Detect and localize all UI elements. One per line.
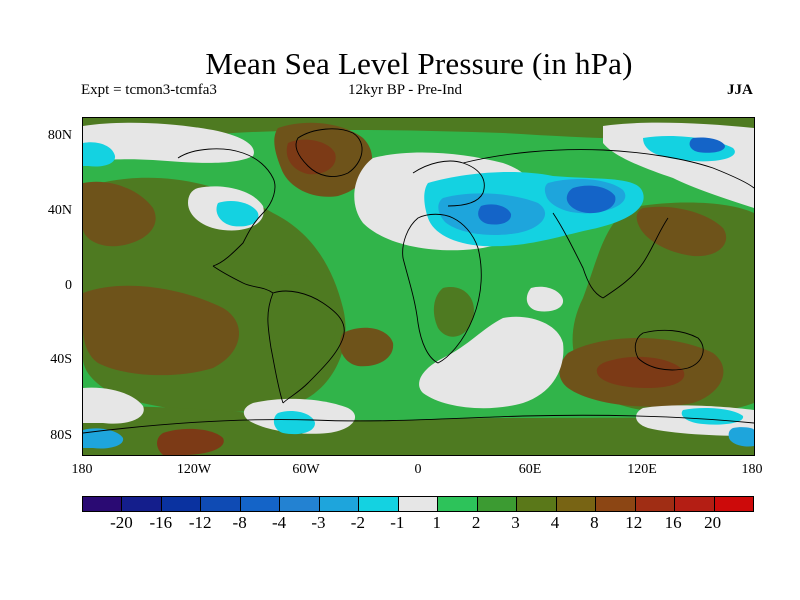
colorbar-swatch bbox=[596, 497, 636, 511]
colorbar-label: -12 bbox=[188, 513, 212, 532]
lon-tick-120w: 120W bbox=[176, 462, 212, 477]
lon-tick-60e: 60E bbox=[518, 462, 542, 477]
map-title: Mean Sea Level Pressure (in hPa) bbox=[205, 46, 633, 81]
colorbar-label: -8 bbox=[232, 513, 247, 532]
blue-regions bbox=[478, 137, 725, 225]
colorbar-swatch bbox=[477, 497, 518, 511]
lon-tick-60w: 60W bbox=[292, 462, 320, 477]
colorbar-label: 1 bbox=[432, 513, 441, 532]
colorbar-swatch bbox=[438, 497, 478, 511]
colorbar-label: -1 bbox=[390, 513, 405, 532]
darkbrown-regions bbox=[157, 139, 685, 455]
colorbar-label: -3 bbox=[311, 513, 326, 532]
colorbar-label: -16 bbox=[149, 513, 173, 532]
colorbar-swatch bbox=[556, 497, 597, 511]
experiment-label: Expt = tcmon3-tcmfa3 bbox=[81, 82, 217, 98]
colorbar-label: -20 bbox=[110, 513, 133, 532]
lon-tick-180e: 180 bbox=[741, 462, 763, 477]
lat-tick-80s: 80S bbox=[50, 428, 72, 443]
colorbar-label: -2 bbox=[350, 513, 365, 532]
colorbar-label: -4 bbox=[271, 513, 287, 532]
colorbar-label: 20 bbox=[704, 513, 722, 532]
colorbar-swatch bbox=[635, 497, 676, 511]
lat-tick-40n: 40N bbox=[47, 203, 72, 218]
lon-tick-0: 0 bbox=[414, 462, 422, 477]
colorbar-swatch bbox=[398, 497, 439, 511]
colorbar-label: 12 bbox=[625, 513, 643, 532]
lat-tick-40s: 40S bbox=[50, 352, 72, 367]
lat-tick-80n: 80N bbox=[47, 128, 72, 143]
lon-tick-120e: 120E bbox=[627, 462, 657, 477]
colorbar bbox=[82, 496, 754, 512]
colorbar-swatch bbox=[280, 497, 320, 511]
colorbar-label: 4 bbox=[550, 513, 560, 532]
colorbar-swatch bbox=[359, 497, 399, 511]
colorbar-swatch bbox=[675, 497, 715, 511]
lon-tick-180w: 180 bbox=[71, 462, 93, 477]
colorbar-swatch bbox=[201, 497, 241, 511]
colorbar-swatch bbox=[517, 497, 557, 511]
period-label: 12kyr BP - Pre-Ind bbox=[348, 82, 463, 98]
coastlines bbox=[83, 128, 754, 434]
colorbar-swatch bbox=[161, 497, 202, 511]
season-label: JJA bbox=[727, 82, 753, 98]
colorbar-label: 16 bbox=[664, 513, 682, 532]
colorbar-swatch bbox=[83, 497, 123, 511]
colorbar-swatch bbox=[122, 497, 162, 511]
pressure-map bbox=[82, 117, 755, 456]
colorbar-label: 2 bbox=[471, 513, 481, 532]
colorbar-label: 3 bbox=[511, 513, 520, 532]
colorbar-swatch bbox=[319, 497, 360, 511]
lat-tick-equator: 0 bbox=[65, 278, 72, 293]
colorbar-swatch bbox=[240, 497, 281, 511]
colorbar-label: 8 bbox=[590, 513, 599, 532]
colorbar-swatch bbox=[714, 497, 753, 511]
